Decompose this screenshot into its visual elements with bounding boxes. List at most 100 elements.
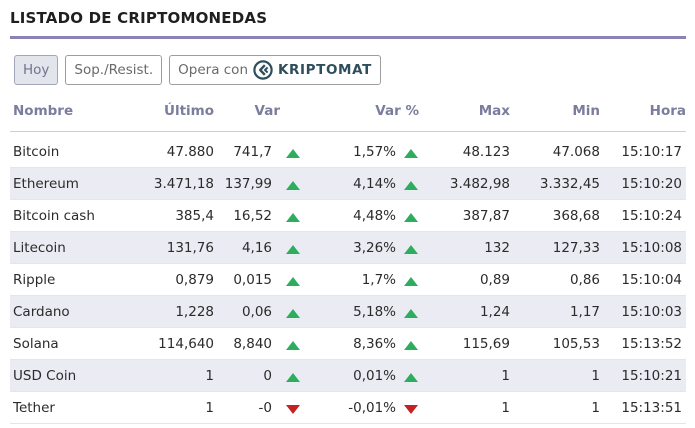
max-price: 387,87 bbox=[462, 208, 510, 224]
table-row[interactable]: Bitcoin cash 385,4 16,52 4,48% 387,87 36… bbox=[10, 200, 686, 232]
arrow-down-icon bbox=[404, 405, 418, 414]
arrow-up-icon bbox=[404, 277, 418, 286]
arrow-up-icon bbox=[286, 245, 300, 254]
col-header-min[interactable]: Min bbox=[572, 103, 600, 119]
arrow-up-icon bbox=[286, 277, 300, 286]
min-price: 0,86 bbox=[569, 272, 600, 288]
opera-con-kriptomat-button[interactable]: Opera con KRIPTOMAT bbox=[169, 55, 381, 85]
coin-name[interactable]: Ethereum bbox=[13, 176, 79, 192]
arrow-up-icon bbox=[404, 341, 418, 350]
change-percent: 1,57% bbox=[353, 144, 396, 160]
arrow-down-icon bbox=[286, 405, 300, 414]
crypto-table-body: Bitcoin 47.880 741,7 1,57% 48.123 47.068… bbox=[10, 136, 686, 424]
time: 15:10:24 bbox=[621, 208, 682, 224]
change-percent: -0,01% bbox=[348, 400, 396, 416]
time: 15:10:21 bbox=[621, 368, 682, 384]
arrow-up-icon bbox=[286, 373, 300, 382]
col-header-var-pct[interactable]: Var % bbox=[375, 103, 419, 119]
last-price: 1,228 bbox=[175, 304, 214, 320]
last-price: 1 bbox=[205, 368, 214, 384]
change-value: 0 bbox=[263, 368, 272, 384]
time: 15:10:04 bbox=[621, 272, 682, 288]
min-price: 127,33 bbox=[552, 240, 600, 256]
page-header: LISTADO DE CRIPTOMONEDAS bbox=[10, 0, 686, 40]
min-price: 1 bbox=[591, 368, 600, 384]
table-row[interactable]: Tether 1 -0 -0,01% 1 1 15:13:51 bbox=[10, 392, 686, 424]
max-price: 1,24 bbox=[479, 304, 510, 320]
coin-name[interactable]: Tether bbox=[13, 400, 55, 416]
last-price: 114,640 bbox=[158, 336, 214, 352]
toolbar: Hoy Sop./Resist. Opera con KRIPTOMAT bbox=[14, 55, 381, 85]
table-row[interactable]: USD Coin 1 0 0,01% 1 1 15:10:21 bbox=[10, 360, 686, 392]
min-price: 3.332,45 bbox=[539, 176, 600, 192]
support-resistance-button[interactable]: Sop./Resist. bbox=[65, 55, 163, 85]
arrow-up-icon bbox=[404, 181, 418, 190]
arrow-up-icon bbox=[404, 149, 418, 158]
time: 15:10:03 bbox=[621, 304, 682, 320]
max-price: 132 bbox=[484, 240, 510, 256]
col-header-ultimo[interactable]: Último bbox=[163, 103, 214, 119]
change-value: 0,015 bbox=[233, 272, 272, 288]
coin-name[interactable]: Ripple bbox=[13, 272, 56, 288]
coin-name[interactable]: Bitcoin cash bbox=[13, 208, 95, 224]
max-price: 0,89 bbox=[479, 272, 510, 288]
change-value: 741,7 bbox=[233, 144, 272, 160]
arrow-up-icon bbox=[404, 309, 418, 318]
coin-name[interactable]: Cardano bbox=[13, 304, 70, 320]
min-price: 105,53 bbox=[552, 336, 600, 352]
arrow-up-icon bbox=[286, 309, 300, 318]
coin-name[interactable]: USD Coin bbox=[13, 368, 77, 384]
last-price: 385,4 bbox=[175, 208, 214, 224]
opera-con-label: Opera con bbox=[178, 62, 248, 78]
time: 15:10:08 bbox=[621, 240, 682, 256]
coin-name[interactable]: Litecoin bbox=[13, 240, 66, 256]
col-header-max[interactable]: Max bbox=[478, 103, 510, 119]
arrow-up-icon bbox=[404, 245, 418, 254]
time: 15:13:52 bbox=[621, 336, 682, 352]
table-row[interactable]: Solana 114,640 8,840 8,36% 115,69 105,53… bbox=[10, 328, 686, 360]
time: 15:13:51 bbox=[621, 400, 682, 416]
col-header-hora[interactable]: Hora bbox=[649, 103, 686, 119]
change-value: 0,06 bbox=[241, 304, 272, 320]
arrow-up-icon bbox=[404, 213, 418, 222]
max-price: 1 bbox=[501, 368, 510, 384]
change-percent: 0,01% bbox=[353, 368, 396, 384]
min-price: 47.068 bbox=[552, 144, 600, 160]
change-value: 8,840 bbox=[233, 336, 272, 352]
col-header-var[interactable]: Var bbox=[254, 103, 280, 119]
last-price: 3.471,18 bbox=[153, 176, 214, 192]
kriptomat-logo-icon bbox=[253, 60, 273, 80]
kriptomat-brand-label: KRIPTOMAT bbox=[278, 62, 372, 78]
max-price: 3.482,98 bbox=[449, 176, 510, 192]
change-value: 16,52 bbox=[233, 208, 272, 224]
table-row[interactable]: Ripple 0,879 0,015 1,7% 0,89 0,86 15:10:… bbox=[10, 264, 686, 296]
coin-name[interactable]: Bitcoin bbox=[13, 144, 60, 160]
time: 15:10:20 bbox=[621, 176, 682, 192]
arrow-up-icon bbox=[286, 213, 300, 222]
col-header-nombre[interactable]: Nombre bbox=[13, 103, 74, 119]
coin-name[interactable]: Solana bbox=[13, 336, 59, 352]
time: 15:10:17 bbox=[621, 144, 682, 160]
arrow-up-icon bbox=[286, 341, 300, 350]
table-row[interactable]: Bitcoin 47.880 741,7 1,57% 48.123 47.068… bbox=[10, 136, 686, 168]
last-price: 0,879 bbox=[175, 272, 214, 288]
max-price: 115,69 bbox=[462, 336, 510, 352]
change-value: 137,99 bbox=[224, 176, 272, 192]
min-price: 1,17 bbox=[569, 304, 600, 320]
last-price: 131,76 bbox=[166, 240, 214, 256]
last-price: 47.880 bbox=[166, 144, 214, 160]
max-price: 1 bbox=[501, 400, 510, 416]
min-price: 368,68 bbox=[552, 208, 600, 224]
table-row[interactable]: Litecoin 131,76 4,16 3,26% 132 127,33 15… bbox=[10, 232, 686, 264]
table-row[interactable]: Cardano 1,228 0,06 5,18% 1,24 1,17 15:10… bbox=[10, 296, 686, 328]
change-percent: 8,36% bbox=[353, 336, 396, 352]
change-percent: 3,26% bbox=[353, 240, 396, 256]
change-percent: 4,48% bbox=[353, 208, 396, 224]
table-header: Nombre Último Var Var % Max Min Hora bbox=[10, 96, 686, 132]
arrow-up-icon bbox=[286, 181, 300, 190]
change-percent: 1,7% bbox=[361, 272, 396, 288]
hoy-button[interactable]: Hoy bbox=[14, 55, 59, 85]
table-row[interactable]: Ethereum 3.471,18 137,99 4,14% 3.482,98 … bbox=[10, 168, 686, 200]
arrow-up-icon bbox=[404, 373, 418, 382]
arrow-up-icon bbox=[286, 149, 300, 158]
